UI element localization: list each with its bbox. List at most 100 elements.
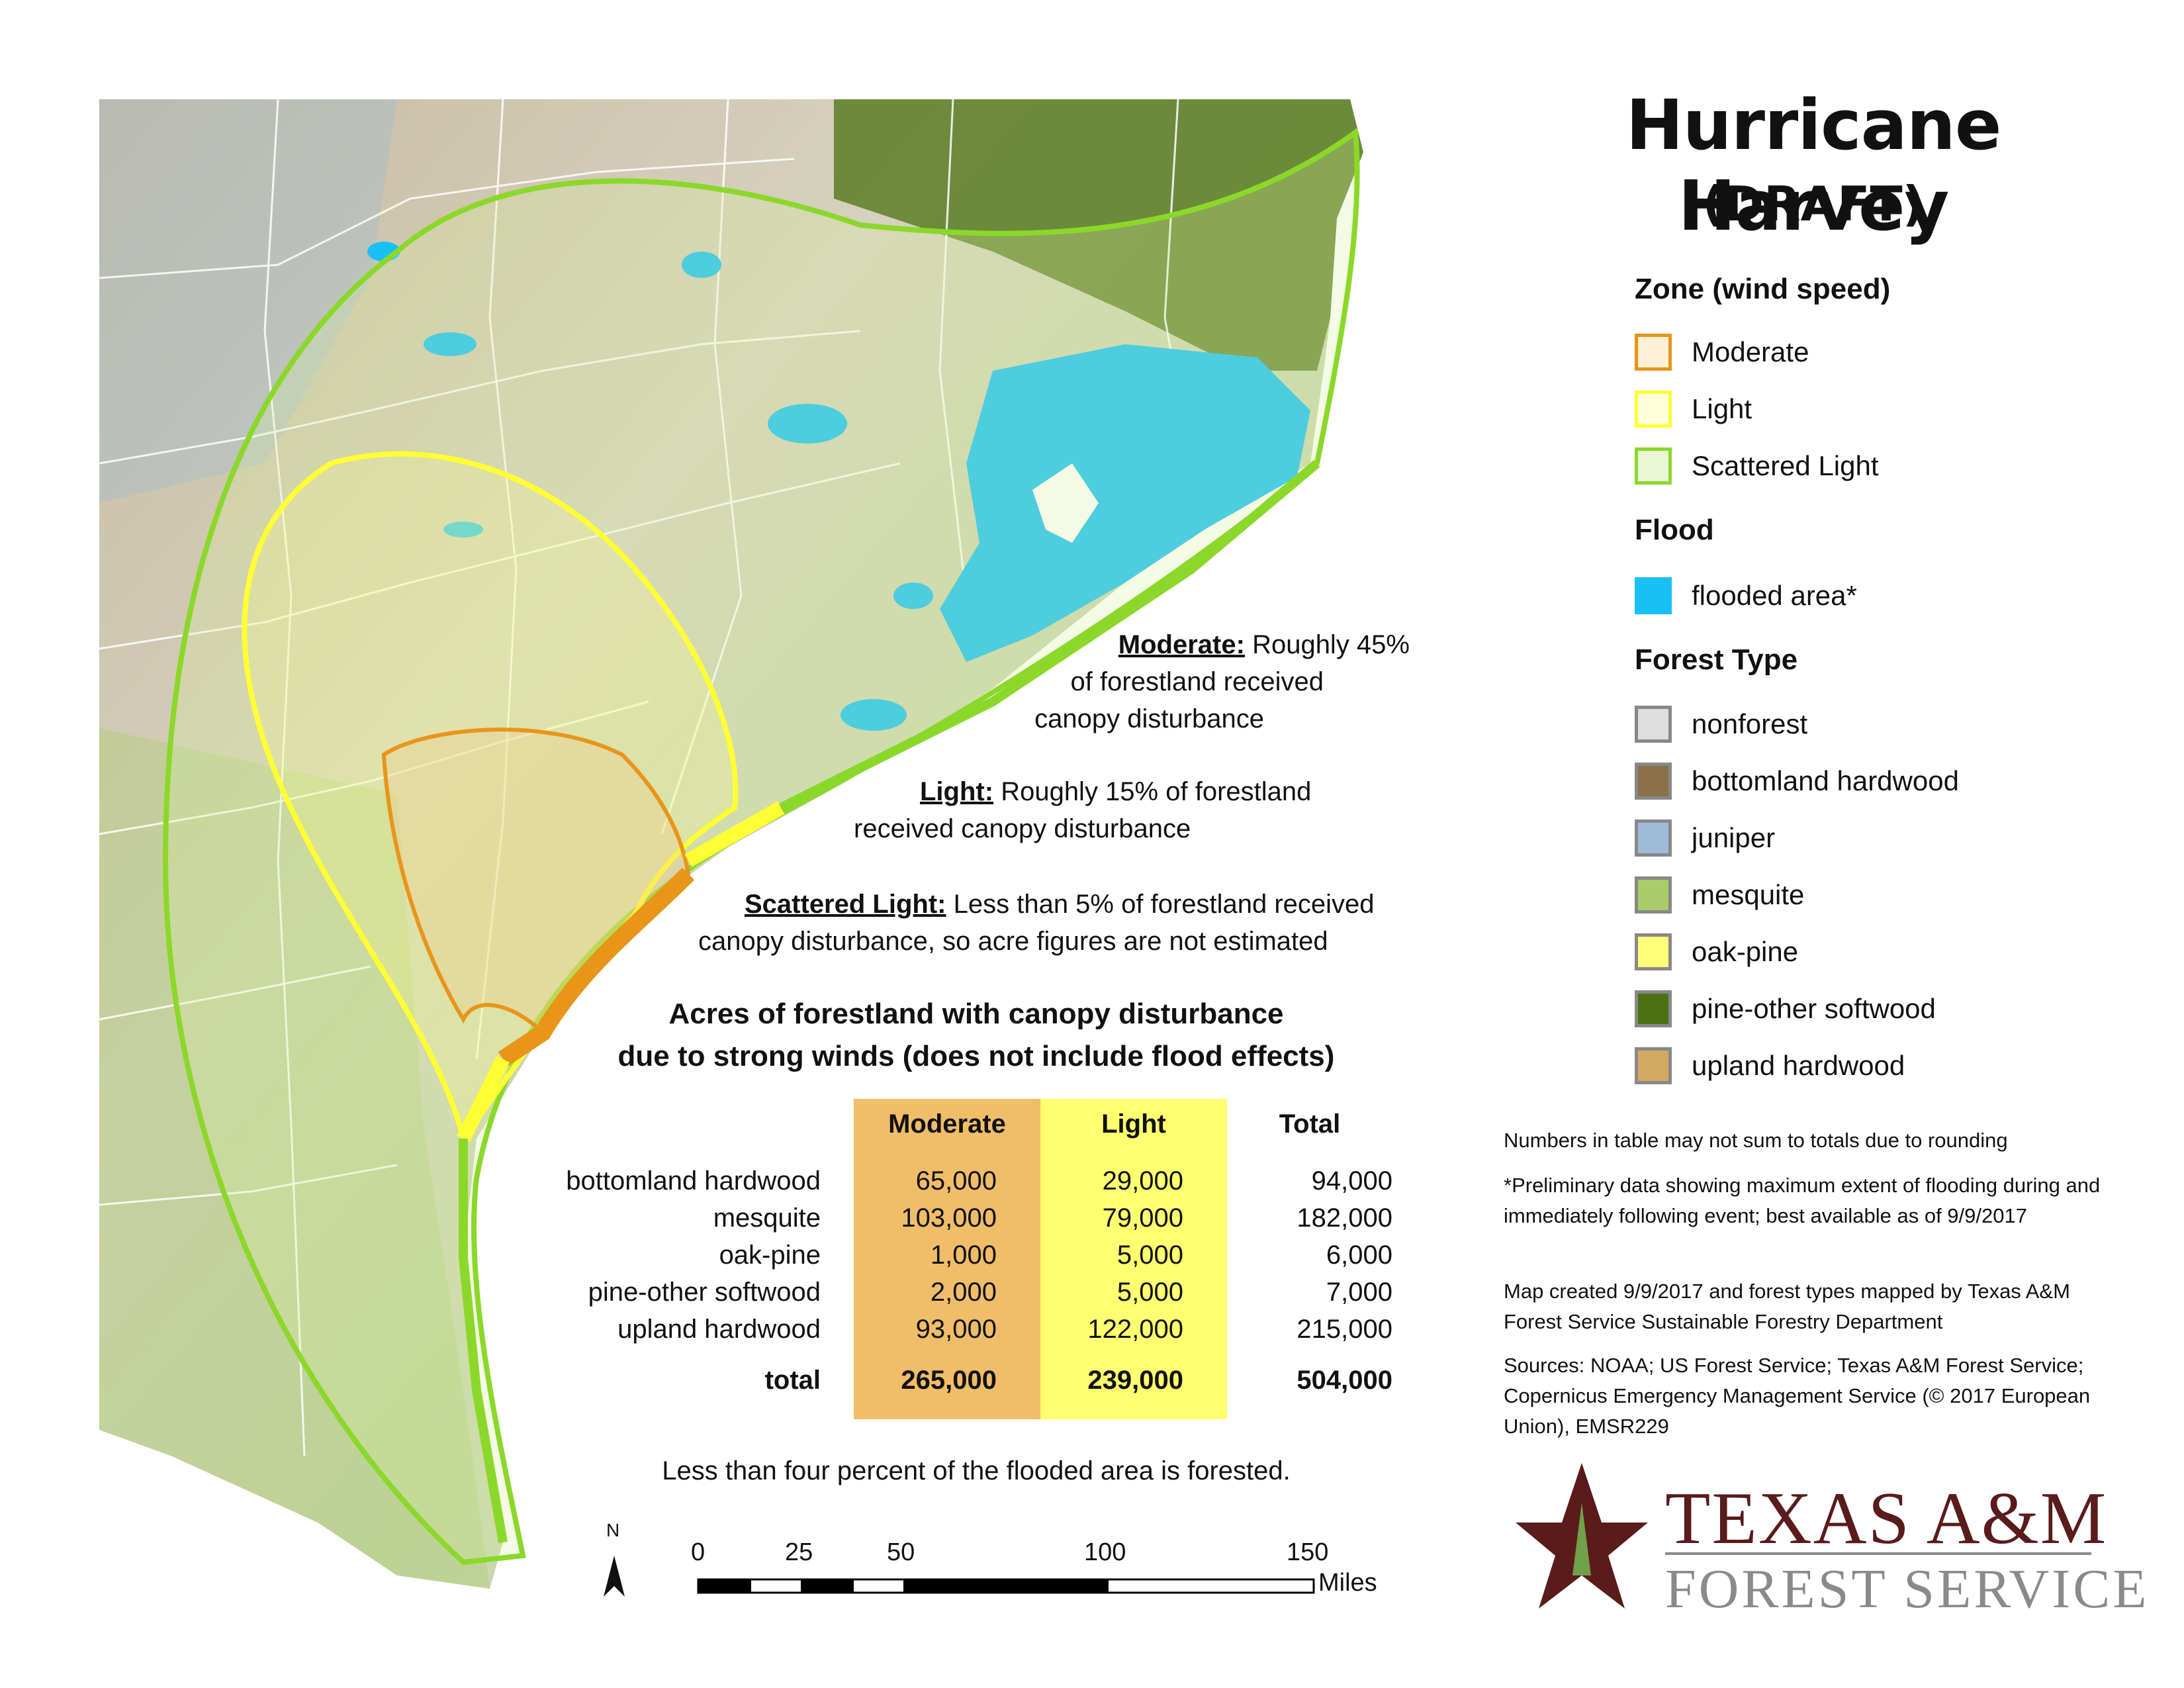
legend-item-nonforest: nonforest — [1635, 703, 1807, 745]
table-row: upland hardwood 93,000 122,000 215,000 — [516, 1311, 1392, 1348]
scattered-light-swatch — [1635, 447, 1672, 485]
mesquite-region — [99, 728, 490, 1589]
legend-item-bottomland-hardwood: bottomland hardwood — [1635, 760, 1959, 802]
scale-tick-150: 150 — [1287, 1538, 1329, 1566]
callout-moderate-line1: Roughly 45% — [1252, 630, 1410, 659]
legend-label: nonforest — [1692, 708, 1808, 739]
logo-tree-icon — [1572, 1503, 1591, 1575]
light-column-bg — [1040, 1099, 1227, 1419]
row-total: 182,000 — [1297, 1203, 1392, 1233]
note-sources: Sources: NOAA; US Forest Service; Texas … — [1504, 1354, 2091, 1438]
legend-item-pine-other-softwood: pine-other softwood — [1635, 988, 1936, 1030]
galveston-bay — [1032, 463, 1099, 543]
table-header-row: Moderate Light Total — [516, 1109, 1392, 1162]
legend-item-scattered-light: Scattered Light — [1635, 445, 1879, 487]
pine-forest-region — [834, 99, 1363, 371]
legend-zone-heading: Zone (wind speed) — [1635, 273, 1891, 305]
row-category: pine-other softwood — [588, 1277, 821, 1307]
table-total-row: total 265,000 239,000 504,000 — [516, 1348, 1392, 1395]
row-light: 5,000 — [1116, 1240, 1183, 1270]
row-moderate: 103,000 — [901, 1203, 997, 1233]
coast-moderate-band — [498, 867, 695, 1066]
logo-forest-service: FOREST SERVICE — [1665, 1558, 2150, 1620]
callout-light: Light: Roughly 15% of forestland receive… — [854, 773, 1311, 847]
flood-note: Less than four percent of the flooded ar… — [662, 1456, 1291, 1485]
row-moderate: 93,000 — [915, 1314, 997, 1344]
scale-bar — [697, 1578, 1315, 1594]
table-row: mesquite 103,000 79,000 182,000 — [516, 1199, 1392, 1237]
coast-scattered-band — [459, 459, 1320, 1544]
flood-swatch — [1635, 577, 1672, 614]
legend-forest-heading: Forest Type — [1635, 643, 1798, 676]
total-light: 239,000 — [1087, 1366, 1183, 1395]
upland-hardwood-swatch — [1635, 1047, 1672, 1084]
table-title-line2: due to strong winds (does not include fl… — [617, 1040, 1335, 1072]
table-title: Acres of forestland with canopy disturba… — [569, 993, 1383, 1078]
north-label: N — [606, 1520, 620, 1540]
legend-label: Light — [1692, 393, 1752, 424]
total-moderate: 265,000 — [901, 1366, 997, 1395]
legend-label: bottomland hardwood — [1692, 765, 1959, 796]
legend-label: mesquite — [1692, 879, 1805, 910]
scale-tick-50: 50 — [887, 1538, 915, 1566]
row-moderate: 2,000 — [930, 1277, 997, 1307]
callout-scattered-label: Scattered Light: — [745, 890, 946, 919]
oak-pine-swatch — [1635, 933, 1672, 970]
note-flood-data: *Preliminary data showing maximum extent… — [1504, 1174, 2101, 1227]
table-row: oak-pine 1,000 5,000 6,000 — [516, 1237, 1392, 1274]
callout-moderate-label: Moderate: — [1118, 630, 1245, 659]
row-total: 6,000 — [1326, 1240, 1392, 1270]
row-total: 94,000 — [1311, 1166, 1392, 1196]
callout-scattered-line2: canopy disturbance, so acre figures are … — [698, 927, 1328, 956]
moderate-swatch — [1635, 334, 1672, 371]
callout-scattered-line1: Less than 5% of forestland received — [953, 890, 1375, 919]
total-category: total — [764, 1366, 821, 1395]
total-total: 504,000 — [1297, 1366, 1392, 1395]
bottomland-hardwood-swatch — [1635, 763, 1672, 800]
header-category — [516, 1109, 854, 1162]
callout-moderate: Moderate: Roughly 45% of forestland rece… — [1019, 626, 1410, 737]
legend-label: Moderate — [1692, 336, 1809, 367]
legend-item-light: Light — [1635, 388, 1752, 430]
legend-flood-heading: Flood — [1635, 514, 1714, 546]
legend-label: flooded area* — [1692, 580, 1857, 611]
row-light: 5,000 — [1116, 1277, 1183, 1307]
moderate-column-bg — [854, 1099, 1040, 1419]
legend-label: juniper — [1692, 822, 1776, 853]
nonforest-swatch — [1635, 706, 1672, 743]
row-moderate: 65,000 — [915, 1166, 997, 1196]
mesquite-swatch — [1635, 876, 1672, 914]
legend-item-moderate: Moderate — [1635, 331, 1809, 373]
map-title: Hurricane Harvey — [1625, 85, 2002, 246]
legend-label: oak-pine — [1692, 936, 1799, 967]
scale-tick-100: 100 — [1084, 1538, 1126, 1566]
coast-light-band — [457, 801, 785, 1142]
table-row: pine-other softwood 2,000 5,000 7,000 — [516, 1274, 1392, 1311]
row-category: mesquite — [713, 1203, 821, 1233]
legend-item-juniper: juniper — [1635, 817, 1775, 859]
callout-light-line1: Roughly 15% of forestland — [1001, 777, 1312, 806]
scale-tick-25: 25 — [785, 1538, 813, 1566]
acres-table: Moderate Light Total bottomland hardwood… — [516, 1109, 1392, 1395]
callout-light-label: Light: — [920, 777, 994, 806]
map-subtitle: (DRAFT) — [1702, 176, 1925, 232]
row-total: 215,000 — [1297, 1314, 1392, 1344]
legend-item-flooded-area: flooded area* — [1635, 575, 1857, 617]
callout-moderate-line2: of forestland received — [1070, 667, 1324, 696]
row-light: 122,000 — [1087, 1314, 1183, 1344]
row-category: bottomland hardwood — [566, 1166, 821, 1196]
logo-texas-am: TEXAS A&M — [1665, 1477, 2108, 1560]
row-category: upland hardwood — [617, 1314, 821, 1344]
legend-label: upland hardwood — [1692, 1050, 1905, 1081]
scale-unit: Miles — [1318, 1569, 1377, 1597]
legend-item-upland-hardwood: upland hardwood — [1635, 1045, 1905, 1087]
note-map-created: Map created 9/9/2017 and forest types ma… — [1504, 1280, 2070, 1333]
legend-item-mesquite: mesquite — [1635, 874, 1804, 916]
callout-moderate-line3: canopy disturbance — [1034, 704, 1264, 733]
north-arrow-icon — [604, 1556, 625, 1597]
row-category: oak-pine — [719, 1240, 821, 1270]
row-light: 29,000 — [1102, 1166, 1183, 1196]
juniper-swatch — [1635, 820, 1672, 857]
scale-tick-0: 0 — [691, 1538, 705, 1566]
